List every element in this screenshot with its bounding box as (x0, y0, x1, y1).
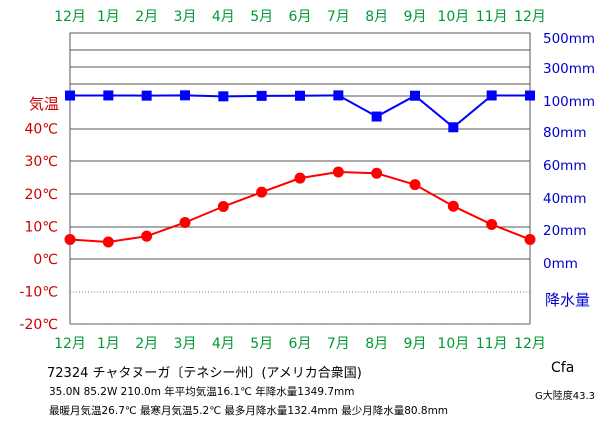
temperature-tick-label: -10℃ (19, 285, 58, 301)
month-label-top: 10月 (437, 9, 469, 25)
temperature-point (179, 216, 191, 228)
temperature-point (371, 167, 383, 179)
precipitation-axis-title: 降水量 (545, 291, 590, 309)
precipitation-tick-label: 80mm (543, 125, 586, 141)
temperature-point (524, 233, 536, 245)
precipitation-point (525, 90, 535, 101)
station-meta: 35.0N 85.2W 210.0m 年平均気温16.1℃ 年降水量1349.7… (49, 386, 355, 398)
month-label-top: 5月 (250, 9, 273, 25)
month-label-bottom: 5月 (250, 336, 273, 352)
continentality-index: G大陸度43.3 (535, 391, 596, 402)
precipitation-point (486, 90, 497, 101)
temperature-point (217, 201, 229, 213)
climate-code: Cfa (551, 360, 575, 376)
precipitation-point (448, 122, 459, 133)
precipitation-point (295, 90, 305, 101)
month-label-top: 4月 (212, 9, 235, 25)
precipitation-point (256, 90, 267, 101)
month-label-bottom: 4月 (212, 336, 235, 352)
month-label-top: 7月 (327, 9, 350, 25)
precipitation-series (65, 90, 535, 133)
month-label-top: 12月 (514, 9, 546, 25)
temperature-tick-label: 30℃ (24, 154, 58, 170)
month-label-bottom: 1月 (97, 336, 120, 352)
month-label-bottom: 6月 (289, 336, 312, 352)
precipitation-axis-ticks: 500mm 300mm 100mm 80mm 60mm 40mm 20mm 0mm (543, 31, 595, 272)
temperature-point (486, 218, 498, 230)
station-name: 72324 チャタヌーガ〔テネシー州〕(アメリカ合衆国) (47, 366, 362, 381)
precipitation-tick-label: 20mm (543, 223, 586, 239)
temperature-point (64, 233, 76, 245)
temperature-tick-label: 0℃ (33, 252, 58, 268)
month-label-bottom: 8月 (365, 336, 388, 352)
temperature-tick-label: 20℃ (24, 187, 58, 203)
month-label-bottom: 10月 (437, 336, 469, 352)
temperature-point (102, 236, 114, 248)
temperature-tick-label: 40℃ (24, 122, 58, 138)
precipitation-tick-label: 60mm (543, 158, 586, 174)
temperature-tick-label: 10℃ (24, 219, 58, 235)
temperature-point (141, 230, 153, 242)
precipitation-point (65, 90, 75, 101)
precipitation-point (103, 90, 114, 101)
precipitation-point (180, 90, 190, 101)
month-label-bottom: 2月 (135, 336, 158, 352)
station-extremes: 最暖月気温26.7℃ 最寒月気温5.2℃ 最多月降水量132.4mm 最少月降水… (49, 405, 449, 417)
temperature-tick-label: -20℃ (19, 317, 58, 333)
precipitation-tick-label: 500mm (543, 31, 595, 47)
month-label-top: 12月 (54, 9, 86, 25)
precipitation-tick-label: 40mm (543, 191, 586, 207)
month-label-top: 8月 (365, 9, 388, 25)
temperature-series (64, 166, 536, 248)
month-label-top: 2月 (135, 9, 158, 25)
climate-chart: 12月 1月 2月 3月 4月 5月 6月 7月 8月 9月 10月 11月 12月 12月 1月 2月 3月… (19, 9, 595, 352)
month-labels-bottom: 12月 1月 2月 3月 4月 5月 6月 7月 8月 9月 10月 11月 12月 (54, 336, 546, 352)
month-label-bottom: 11月 (476, 336, 508, 352)
temperature-point (294, 172, 306, 184)
temperature-axis-ticks: 40℃ 30℃ 20℃ 10℃ 0℃ -10℃ -20℃ (19, 122, 58, 334)
month-label-top: 9月 (404, 9, 427, 25)
precipitation-tick-label: 100mm (543, 94, 595, 110)
precipitation-point (371, 111, 382, 122)
month-label-top: 11月 (476, 9, 508, 25)
precipitation-tick-label: 300mm (543, 61, 595, 77)
month-label-bottom: 7月 (327, 336, 350, 352)
month-label-top: 6月 (289, 9, 312, 25)
temperature-point (409, 179, 421, 191)
month-label-bottom: 12月 (54, 336, 86, 352)
temperature-point (447, 200, 459, 212)
temperature-axis-title: 気温 (29, 95, 59, 113)
month-labels-top: 12月 1月 2月 3月 4月 5月 6月 7月 8月 9月 10月 11月 12月 (54, 9, 546, 25)
month-label-bottom: 12月 (514, 336, 546, 352)
month-label-bottom: 3月 (174, 336, 197, 352)
temperature-point (332, 166, 344, 178)
month-label-bottom: 9月 (404, 336, 427, 352)
month-label-top: 1月 (97, 9, 120, 25)
precipitation-point (333, 90, 344, 101)
temperature-point (256, 186, 268, 198)
month-label-top: 3月 (174, 9, 197, 25)
precipitation-point (218, 91, 229, 102)
precipitation-point (410, 90, 420, 101)
precipitation-tick-label: 0mm (543, 256, 578, 272)
precipitation-point (141, 90, 152, 101)
